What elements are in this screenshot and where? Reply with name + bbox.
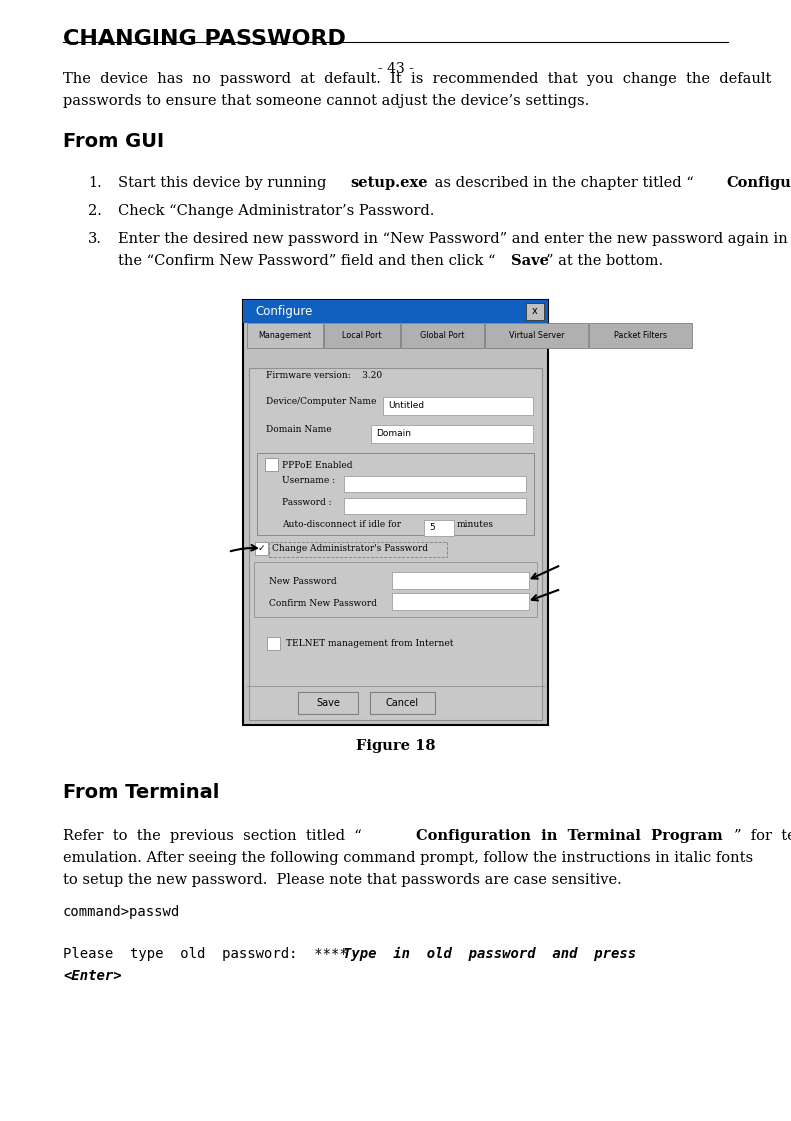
- Bar: [265, 458, 278, 471]
- Text: From GUI: From GUI: [63, 132, 164, 151]
- Text: The  device  has  no  password  at  default.  It  is  recommended  that  you  ch: The device has no password at default. I…: [63, 72, 771, 86]
- Text: minutes: minutes: [457, 520, 494, 529]
- Text: Confirm New Password: Confirm New Password: [269, 599, 377, 608]
- Text: Please  type  old  password:  ****: Please type old password: ****: [63, 947, 365, 961]
- Text: 3.: 3.: [88, 232, 102, 245]
- Text: Figure 18: Figure 18: [356, 739, 435, 753]
- Text: x: x: [532, 306, 538, 316]
- Bar: [344, 476, 526, 492]
- Text: Configuration  in  Terminal  Program: Configuration in Terminal Program: [416, 830, 722, 843]
- Text: From Terminal: From Terminal: [63, 782, 219, 802]
- Text: <Enter>: <Enter>: [63, 969, 122, 983]
- Text: Save: Save: [511, 254, 549, 268]
- Bar: [254, 562, 537, 617]
- Bar: [247, 323, 323, 348]
- Bar: [370, 692, 435, 714]
- Text: Virtual Server: Virtual Server: [509, 331, 564, 340]
- Text: 1.: 1.: [88, 176, 102, 189]
- Bar: [298, 692, 358, 714]
- Text: Username :: Username :: [282, 476, 335, 485]
- Text: Domain Name: Domain Name: [266, 425, 331, 434]
- Text: Change Administrator's Password: Change Administrator's Password: [272, 544, 428, 553]
- Bar: [243, 300, 548, 725]
- Text: Configuration: Configuration: [727, 176, 791, 189]
- Text: Cancel: Cancel: [386, 698, 419, 708]
- Bar: [255, 541, 268, 555]
- Bar: [324, 323, 400, 348]
- Text: the “Confirm New Password” field and then click “: the “Confirm New Password” field and the…: [118, 254, 495, 268]
- Text: Check “Change Administrator’s Password.: Check “Change Administrator’s Password.: [118, 204, 434, 217]
- Text: Password :: Password :: [282, 498, 331, 507]
- Text: ”  for  terminal: ” for terminal: [733, 830, 791, 843]
- Text: to setup the new password.  Please note that passwords are case sensitive.: to setup the new password. Please note t…: [63, 873, 622, 887]
- Bar: [392, 593, 529, 610]
- Bar: [392, 572, 529, 589]
- Bar: [267, 637, 280, 650]
- Text: Refer  to  the  previous  section  titled  “: Refer to the previous section titled “: [63, 830, 361, 843]
- Bar: [401, 323, 484, 348]
- Text: Enter the desired new password in “New Password” and enter the new password agai: Enter the desired new password in “New P…: [118, 232, 788, 245]
- Text: Firmware version:    3.20: Firmware version: 3.20: [266, 371, 382, 380]
- Bar: [371, 425, 533, 443]
- Text: Save: Save: [316, 698, 340, 708]
- Bar: [243, 300, 548, 323]
- Text: Type  in  old  password  and  press: Type in old password and press: [343, 947, 637, 961]
- Text: Auto-disconnect if idle for: Auto-disconnect if idle for: [282, 520, 401, 529]
- Text: emulation. After seeing the following command prompt, follow the instructions in: emulation. After seeing the following co…: [63, 851, 753, 865]
- Text: Global Port: Global Port: [420, 331, 464, 340]
- Bar: [485, 323, 588, 348]
- Text: Domain: Domain: [376, 429, 411, 438]
- Text: setup.exe: setup.exe: [350, 176, 428, 189]
- Text: Start this device by running: Start this device by running: [118, 176, 331, 189]
- Text: Untitled: Untitled: [388, 401, 424, 410]
- Bar: [257, 453, 534, 535]
- Text: Device/Computer Name: Device/Computer Name: [266, 397, 377, 406]
- Bar: [424, 520, 454, 536]
- Text: ” at the bottom.: ” at the bottom.: [547, 254, 664, 268]
- Text: command>passwd: command>passwd: [63, 905, 180, 919]
- Text: CHANGING PASSWORD: CHANGING PASSWORD: [63, 29, 346, 49]
- Text: Packet Filters: Packet Filters: [614, 331, 667, 340]
- Text: passwords to ensure that someone cannot adjust the device’s settings.: passwords to ensure that someone cannot …: [63, 94, 589, 108]
- Text: New Password: New Password: [269, 577, 337, 586]
- Text: - 43 -: - 43 -: [377, 62, 414, 76]
- Text: PPPoE Enabled: PPPoE Enabled: [282, 461, 353, 470]
- Text: as described in the chapter titled “: as described in the chapter titled “: [430, 176, 694, 189]
- Text: 2.: 2.: [88, 204, 102, 217]
- Text: 5: 5: [429, 524, 435, 532]
- Bar: [269, 541, 447, 556]
- Bar: [249, 368, 542, 720]
- Text: Configure: Configure: [255, 305, 312, 318]
- Bar: [526, 303, 544, 319]
- Bar: [383, 397, 533, 415]
- Text: Local Port: Local Port: [343, 331, 382, 340]
- Text: ✓: ✓: [258, 544, 265, 553]
- Bar: [344, 498, 526, 515]
- Text: Management: Management: [259, 331, 312, 340]
- Text: TELNET management from Internet: TELNET management from Internet: [286, 639, 453, 648]
- Bar: [589, 323, 692, 348]
